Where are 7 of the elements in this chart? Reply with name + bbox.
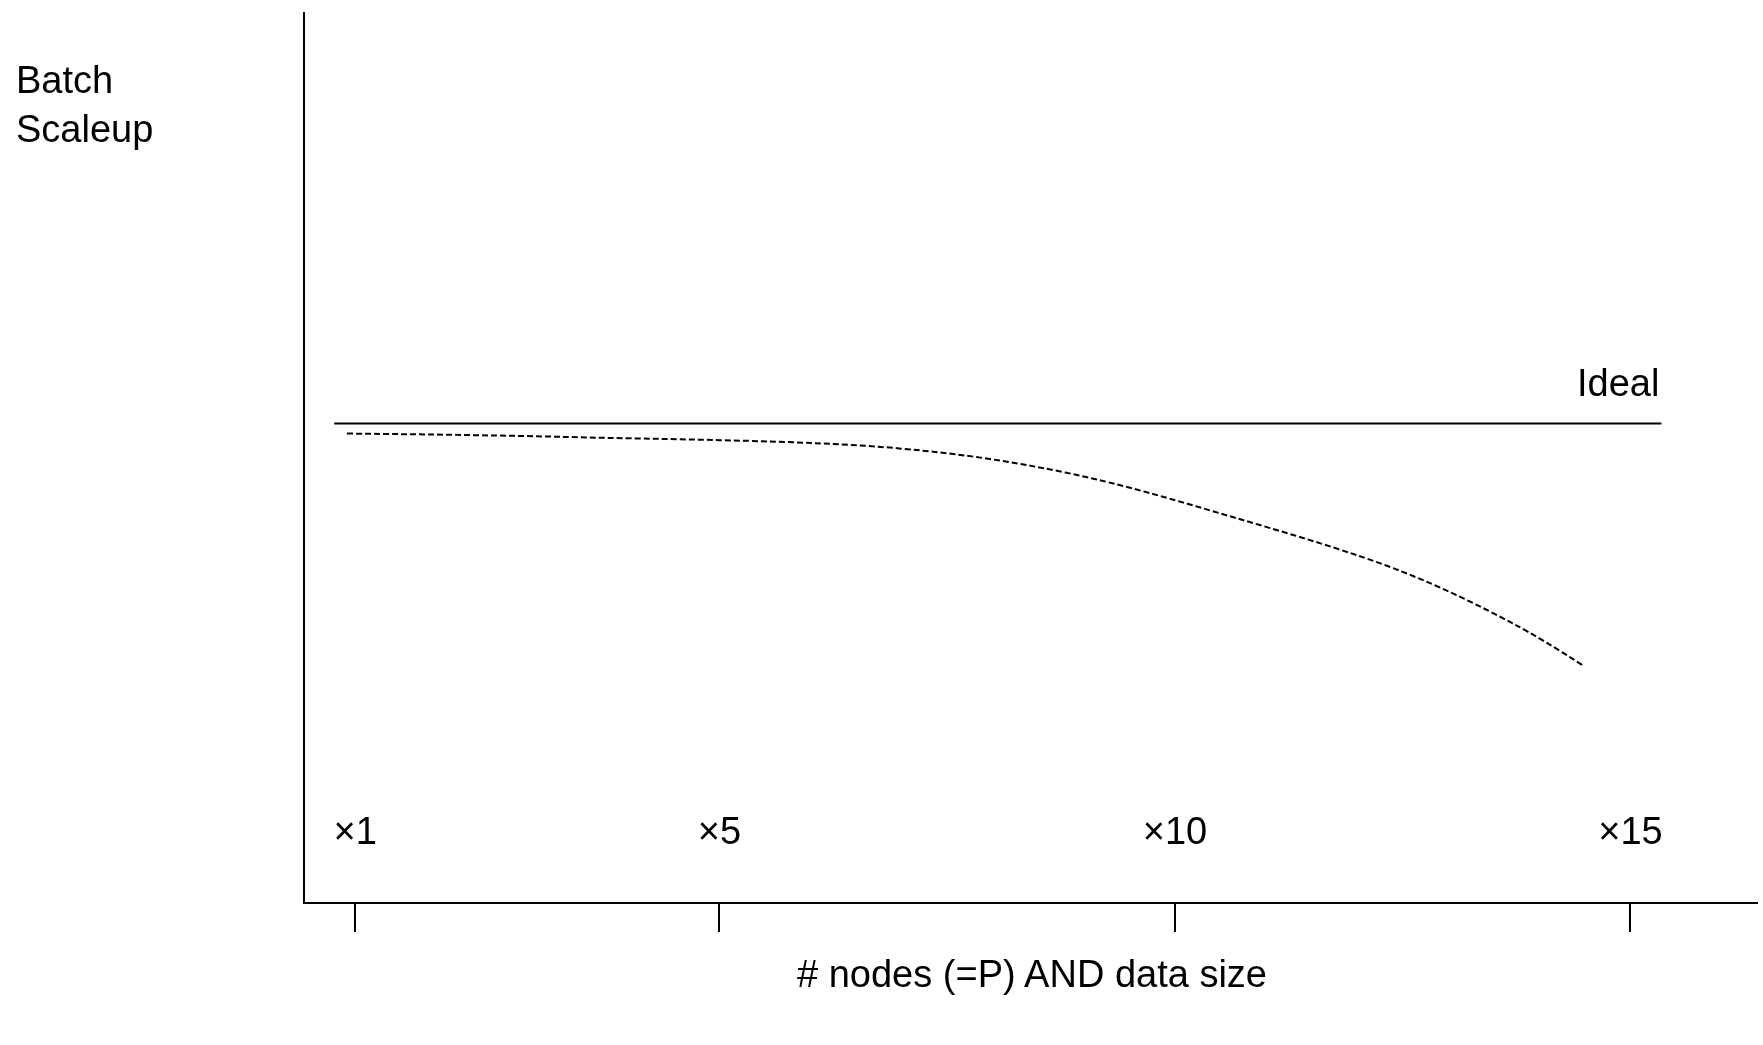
x-tick-label: ×5 bbox=[697, 810, 742, 853]
x-tick-label: ×15 bbox=[1598, 810, 1663, 853]
x-tick-label: ×10 bbox=[1142, 810, 1208, 853]
x-axis-title: # nodes (=P) AND data size bbox=[797, 953, 1267, 995]
text: Batch Scaleup bbox=[16, 59, 154, 151]
x-tick-label: ×1 bbox=[333, 810, 377, 853]
series-label: Ideal bbox=[1577, 362, 1660, 404]
